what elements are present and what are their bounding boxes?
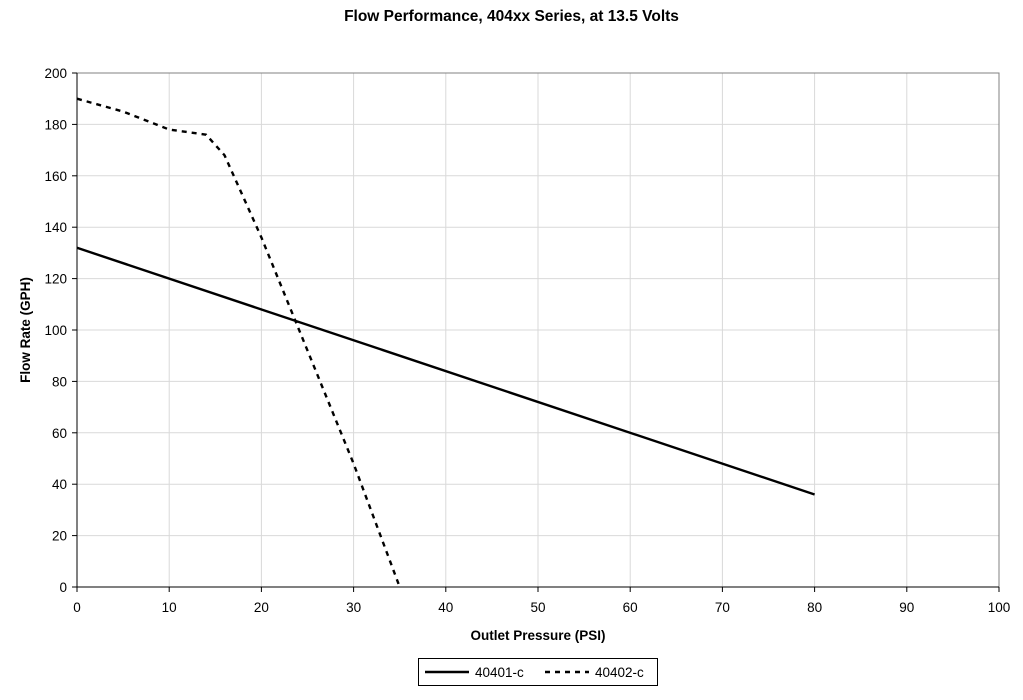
x-tick-label: 40 xyxy=(438,600,453,615)
y-tick-label: 200 xyxy=(44,66,67,81)
y-tick-label: 80 xyxy=(52,374,67,389)
y-tick-label: 20 xyxy=(52,529,67,544)
y-tick-label: 140 xyxy=(44,220,67,235)
y-tick-label: 180 xyxy=(44,117,67,132)
series-lines xyxy=(76,97,815,588)
axes xyxy=(72,72,1000,592)
y-tick-label: 100 xyxy=(44,323,67,338)
y-tick-label: 0 xyxy=(59,580,67,595)
x-tick-label: 60 xyxy=(623,600,638,615)
legend-swatch-solid xyxy=(425,670,469,674)
x-tick-label: 50 xyxy=(530,600,545,615)
x-tick-label: 20 xyxy=(254,600,269,615)
gridlines xyxy=(77,72,999,587)
y-tick-label: 60 xyxy=(52,426,67,441)
x-axis-title: Outlet Pressure (PSI) xyxy=(470,628,605,643)
y-tick-label: 40 xyxy=(52,477,67,492)
y-axis-title: Flow Rate (GPH) xyxy=(18,277,33,383)
x-tick-label: 0 xyxy=(73,600,81,615)
x-tick-label: 90 xyxy=(899,600,914,615)
x-tick-label: 100 xyxy=(988,600,1011,615)
y-tick-label: 160 xyxy=(44,169,67,184)
chart-title: Flow Performance, 404xx Series, at 13.5 … xyxy=(344,8,679,25)
x-tick-label: 30 xyxy=(346,600,361,615)
legend-item-40401-c: 40401-c xyxy=(425,659,524,685)
legend: 40401-c 40402-c xyxy=(418,658,658,686)
x-tick-label: 70 xyxy=(715,600,730,615)
x-tick-label: 80 xyxy=(807,600,822,615)
legend-label: 40401-c xyxy=(475,664,524,680)
series-line-40401-c xyxy=(76,246,815,496)
legend-item-40402-c: 40402-c xyxy=(545,659,644,685)
series-line-40402-c xyxy=(76,97,401,588)
tick-labels: 0 20 40 60 80 100 120 140 160 180 200 0 10 20 30 40 50 60… xyxy=(44,66,1010,615)
x-tick-label: 10 xyxy=(162,600,177,615)
y-tick-label: 120 xyxy=(44,272,67,287)
legend-label: 40402-c xyxy=(595,664,644,680)
legend-swatch-dashed xyxy=(545,670,589,674)
